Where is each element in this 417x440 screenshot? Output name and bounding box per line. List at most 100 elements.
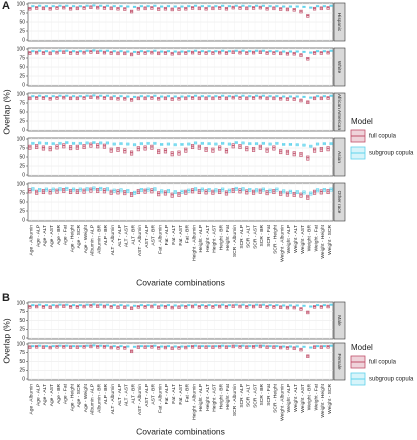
x-tick-label: SCR - Fat: [266, 383, 272, 405]
x-tick-label: AST - Albumin: [137, 225, 143, 256]
x-tick-label: Fat - Albumin: [157, 384, 163, 413]
x-tick-label: SCR - BR: [259, 225, 265, 247]
y-tick-label: 50: [19, 318, 25, 324]
x-tick-label: SCR - Albumin: [232, 384, 238, 416]
x-tick-label: Weight - SCR: [327, 384, 333, 414]
x-tick-label: Weight - ALP: [286, 225, 292, 253]
x-tick-label: SCR - Fat: [266, 224, 272, 246]
x-tick-label: Fat - BR: [185, 225, 191, 244]
facet-label: Hispanic: [336, 13, 342, 32]
y-tick-label: 100: [17, 91, 26, 97]
y-tick-label: 100: [17, 46, 26, 52]
y-tick-label: 25: [19, 208, 25, 214]
x-tick-label: AST - Albumin: [137, 384, 143, 415]
y-tick-label: 100: [17, 181, 26, 187]
y-tick-label: 25: [19, 163, 25, 169]
y-tick-label: 25: [19, 73, 25, 79]
x-tick-label: ALT - AST: [124, 225, 130, 247]
x-tick-label: Age - Albumin: [29, 225, 35, 256]
x-tick-label: Height - Fat: [225, 383, 231, 409]
x-tick-label: SCR - ALP: [239, 384, 245, 408]
x-tick-label: Age - ALP: [35, 225, 41, 247]
x-tick-label: AST - ALP: [144, 225, 150, 248]
x-tick-label: Height - AST: [212, 384, 218, 412]
legend-label: subgroup copula: [369, 377, 414, 383]
y-tick-label: 50: [19, 154, 25, 160]
x-axis-title: Covariate combinations: [136, 277, 225, 287]
legend-title: Model: [351, 117, 373, 126]
y-tick-label: 0: [22, 82, 25, 88]
x-tick-label: Albumin - BR: [96, 384, 102, 413]
x-tick-label: ALT - Albumin: [110, 225, 116, 256]
x-tick-label: AST - BR: [151, 384, 157, 405]
x-tick-label: SCR - Albumin: [232, 225, 238, 257]
x-tick-label: SCR - AST: [252, 384, 258, 408]
x-tick-label: Height - BR: [218, 225, 224, 251]
x-tick-label: Fat - Albumin: [157, 225, 163, 254]
y-tick-label: 50: [19, 64, 25, 70]
y-tick-label: 0: [22, 127, 25, 133]
x-tick-label: Age - Fat: [63, 224, 69, 245]
legend-label: full copula: [369, 134, 397, 140]
x-tick-label: ALP - BR: [103, 384, 109, 405]
facet-strip: [333, 2, 346, 42]
facet-strip: [333, 92, 346, 132]
x-tick-label: ALP - BR: [103, 225, 109, 246]
y-axis-title: Overlap (%): [1, 89, 11, 135]
x-tick-label: Albumin - ALP: [90, 225, 96, 256]
y-tick-label: 25: [19, 327, 25, 333]
x-tick-label: Age - Weight: [83, 224, 89, 253]
x-tick-label: Age - SCR: [76, 384, 82, 408]
x-tick-label: Age - ALP: [35, 384, 41, 406]
x-tick-label: Age - AST: [49, 225, 55, 247]
x-tick-label: SCR - Height: [273, 224, 279, 253]
x-tick-label: Age - BR: [56, 384, 62, 404]
x-tick-label: Height - ALT: [205, 225, 211, 252]
x-tick-label: Albumin - ALP: [90, 384, 96, 415]
facet-strip: [333, 47, 346, 87]
x-tick-label: Age - Fat: [63, 383, 69, 404]
facet-label: Female: [336, 354, 342, 370]
panel-label: A: [2, 0, 10, 12]
x-tick-label: Weight - ALT: [293, 225, 299, 253]
x-tick-label: Fat - ALP: [164, 225, 170, 245]
y-tick-label: 0: [22, 172, 25, 178]
y-tick-label: 50: [19, 359, 25, 365]
y-tick-label: 75: [19, 55, 25, 61]
y-tick-label: 25: [19, 28, 25, 34]
facet-label: Male: [336, 315, 342, 326]
x-tick-label: Weight - Fat: [313, 224, 319, 251]
x-tick-label: Age - Weight: [83, 383, 89, 412]
x-tick-label: Fat - ALT: [171, 225, 177, 245]
x-tick-label: Weight - Albumin: [279, 225, 285, 262]
x-tick-label: Height - ALT: [205, 384, 211, 411]
y-tick-label: 75: [19, 350, 25, 356]
x-tick-label: Weight - Height: [320, 383, 326, 417]
y-tick-label: 75: [19, 309, 25, 315]
y-tick-label: 75: [19, 190, 25, 196]
y-tick-label: 100: [17, 136, 26, 142]
x-tick-label: Height - Fat: [225, 224, 231, 250]
y-tick-label: 75: [19, 10, 25, 16]
x-tick-label: Weight - AST: [300, 384, 306, 413]
x-tick-label: AST - BR: [151, 225, 157, 246]
x-tick-label: Weight - ALT: [293, 384, 299, 412]
x-tick-label: Fat - ALP: [164, 384, 170, 404]
x-tick-label: Weight - ALP: [286, 384, 292, 412]
y-tick-label: 0: [22, 376, 25, 382]
y-tick-label: 25: [19, 118, 25, 124]
x-tick-label: SCR - BR: [259, 384, 265, 406]
x-tick-label: Weight - BR: [307, 384, 313, 411]
x-tick-label: SCR - ALP: [239, 225, 245, 249]
x-tick-label: ALT - BR: [130, 384, 136, 404]
y-tick-label: 75: [19, 145, 25, 151]
x-tick-label: Albumin - BR: [96, 225, 102, 254]
x-tick-label: SCR - ALT: [246, 225, 252, 248]
facet-label: Asian: [336, 151, 342, 163]
facet-strip: [333, 342, 346, 381]
x-tick-label: Weight - BR: [307, 225, 313, 252]
y-tick-label: 0: [22, 37, 25, 43]
y-tick-label: 25: [19, 368, 25, 374]
x-tick-label: Age - AST: [49, 384, 55, 406]
